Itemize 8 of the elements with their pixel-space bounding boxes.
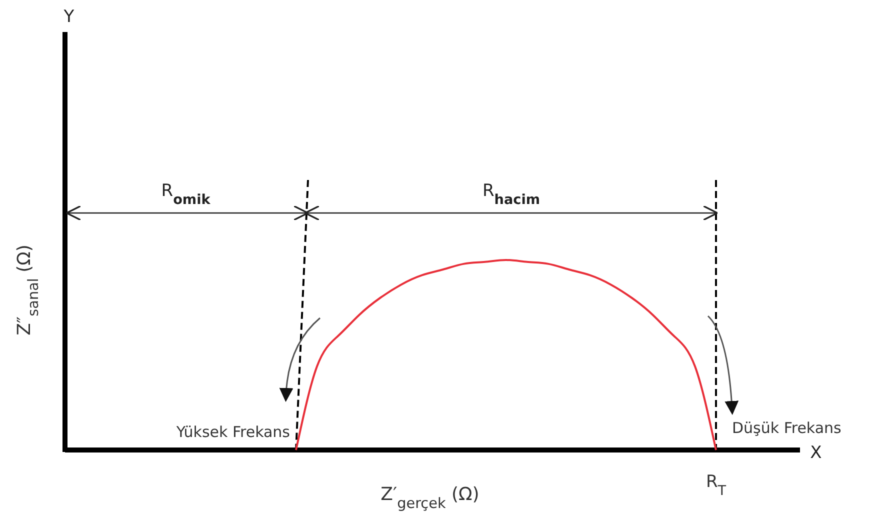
- x-axis-title: Z′$_{gerçek}$ (Ω): [380, 484, 480, 512]
- annotation: Düşük Frekans: [732, 419, 842, 437]
- text: R$_{T}$: [706, 472, 727, 499]
- text: Y: [62, 7, 75, 27]
- text: X: [810, 443, 822, 463]
- annotation: Yüksek Frekans: [175, 423, 290, 441]
- text: R$_{hacim}$: [482, 181, 540, 208]
- text: R$_{omik}$: [161, 181, 212, 208]
